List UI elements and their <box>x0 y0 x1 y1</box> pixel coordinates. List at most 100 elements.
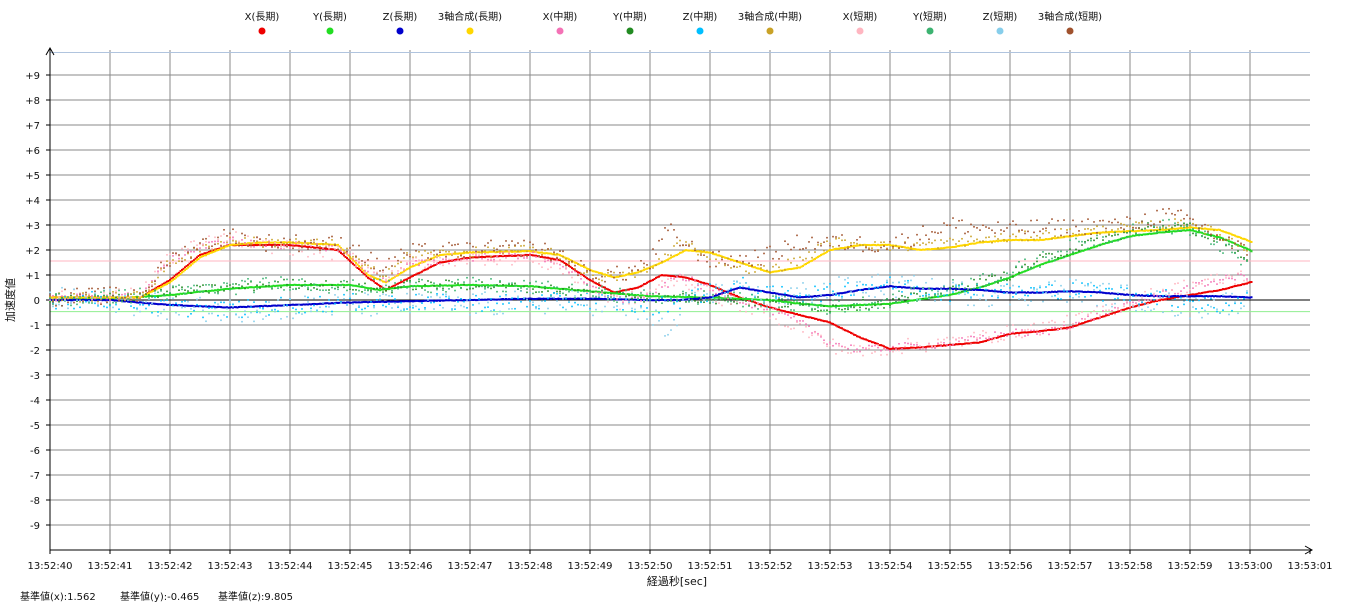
data-point <box>502 255 504 258</box>
data-point <box>691 243 693 245</box>
data-point <box>1216 310 1218 313</box>
data-point <box>761 298 764 301</box>
data-point <box>830 294 833 297</box>
data-point <box>896 301 899 304</box>
data-point <box>1163 294 1166 297</box>
data-point <box>241 242 243 245</box>
data-point <box>220 241 222 243</box>
data-point <box>1100 243 1103 246</box>
data-point <box>622 298 624 301</box>
data-point <box>1129 225 1131 228</box>
data-point <box>952 288 954 291</box>
data-point <box>829 341 831 344</box>
data-point <box>1040 329 1043 332</box>
data-point <box>1154 294 1157 297</box>
data-point <box>599 284 602 287</box>
data-point <box>341 248 344 251</box>
data-point <box>1237 284 1239 287</box>
data-point <box>802 259 804 261</box>
data-point <box>715 253 717 256</box>
data-point <box>1166 228 1169 231</box>
data-point <box>449 299 452 302</box>
data-point <box>1049 237 1052 240</box>
data-point <box>197 305 200 308</box>
data-point <box>631 272 633 275</box>
data-point <box>1046 329 1049 332</box>
data-point <box>755 298 758 301</box>
data-point <box>787 289 789 292</box>
data-point <box>1045 261 1047 264</box>
data-point <box>365 272 368 275</box>
data-point <box>829 321 831 324</box>
data-point <box>679 300 681 302</box>
data-point <box>346 301 348 304</box>
data-point <box>167 282 170 285</box>
data-point <box>1198 295 1200 298</box>
data-point <box>445 284 447 287</box>
data-point <box>851 245 854 248</box>
data-point <box>578 289 581 292</box>
data-point <box>1052 259 1055 262</box>
data-point <box>647 295 650 298</box>
data-point <box>112 290 114 293</box>
data-point <box>520 245 522 247</box>
data-point <box>425 299 428 302</box>
data-point <box>115 296 117 299</box>
data-point <box>200 253 203 256</box>
data-point <box>680 298 683 301</box>
data-point <box>1147 233 1149 236</box>
data-point <box>160 269 162 272</box>
data-point <box>805 323 807 325</box>
data-point <box>938 295 941 298</box>
data-point <box>1244 238 1247 241</box>
data-point <box>211 250 213 253</box>
data-point <box>677 253 680 256</box>
data-point <box>803 295 806 298</box>
data-point <box>1070 326 1073 329</box>
data-point <box>706 283 708 286</box>
data-point <box>260 241 263 244</box>
data-point <box>178 304 180 307</box>
data-point <box>602 273 605 276</box>
data-point <box>382 304 384 307</box>
data-point <box>301 245 303 248</box>
data-point <box>277 281 279 283</box>
data-point <box>460 299 462 302</box>
data-point <box>833 248 836 251</box>
data-point <box>1034 265 1037 268</box>
data-point <box>386 300 389 303</box>
x-axis-arrow <box>1304 545 1314 555</box>
data-point <box>413 273 416 276</box>
data-point <box>533 297 536 300</box>
data-point <box>367 287 369 290</box>
data-point <box>338 250 341 253</box>
data-point <box>110 298 113 301</box>
data-point <box>533 254 536 257</box>
data-point <box>250 286 252 289</box>
data-point <box>587 297 590 300</box>
data-point <box>374 288 377 291</box>
data-point <box>454 251 456 253</box>
data-point <box>1231 241 1233 244</box>
data-point <box>1040 291 1043 294</box>
data-point <box>376 288 378 291</box>
data-point <box>1093 246 1095 249</box>
data-point <box>934 347 936 349</box>
data-point <box>349 283 351 286</box>
data-point <box>274 245 276 248</box>
data-point <box>665 274 668 277</box>
data-point <box>590 279 593 282</box>
data-point <box>298 244 300 247</box>
data-point <box>1243 296 1245 299</box>
data-point <box>127 300 129 303</box>
data-point <box>889 350 891 352</box>
data-point <box>728 258 731 261</box>
data-point <box>268 240 270 243</box>
data-point <box>1078 233 1080 236</box>
data-point <box>406 278 408 281</box>
data-point <box>397 306 399 309</box>
data-point <box>644 268 647 271</box>
x-tick-label: 13:52:59 <box>1168 561 1213 572</box>
data-point <box>436 293 438 295</box>
data-point <box>829 294 831 297</box>
